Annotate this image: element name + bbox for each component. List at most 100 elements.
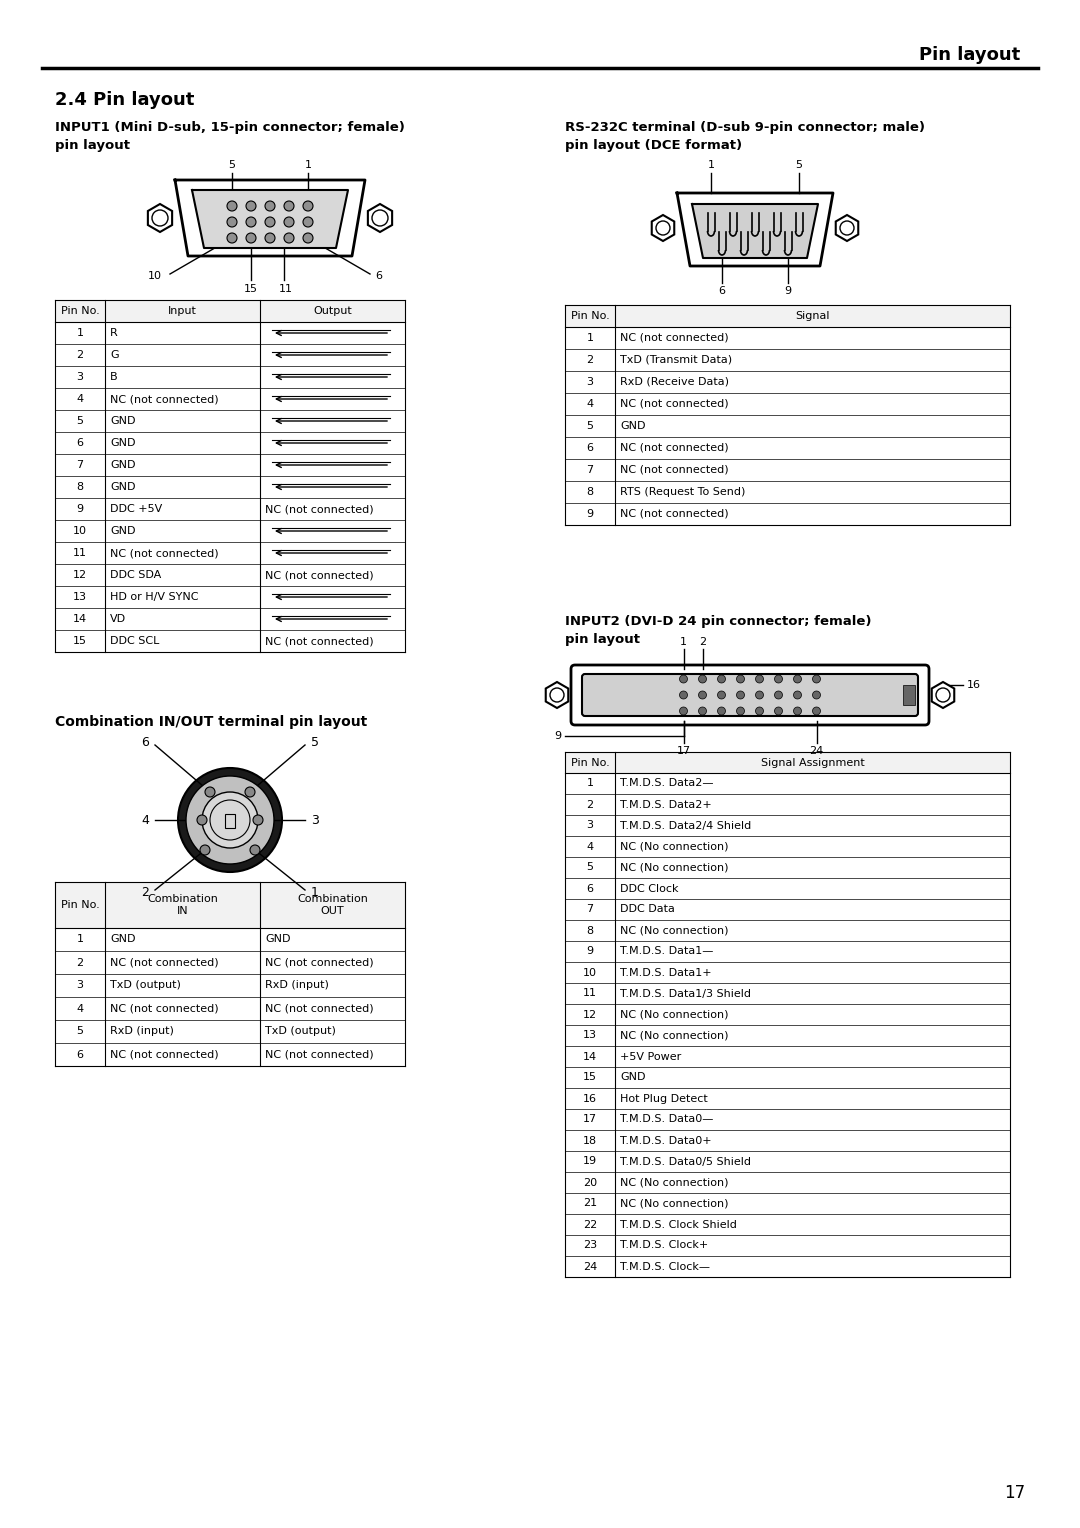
Circle shape <box>756 707 764 715</box>
Text: 2: 2 <box>77 958 83 967</box>
Polygon shape <box>175 180 365 257</box>
Text: T.M.D.S. Data0/5 Shield: T.M.D.S. Data0/5 Shield <box>620 1157 751 1166</box>
Bar <box>565 306 1010 327</box>
Polygon shape <box>545 681 568 707</box>
Text: RTS (Request To Send): RTS (Request To Send) <box>620 487 745 497</box>
FancyBboxPatch shape <box>571 665 929 724</box>
Text: 14: 14 <box>583 1051 597 1062</box>
Text: T.M.D.S. Data1+: T.M.D.S. Data1+ <box>620 967 712 978</box>
Text: DDC Data: DDC Data <box>620 905 675 914</box>
Text: G: G <box>110 350 119 361</box>
Circle shape <box>202 792 258 848</box>
Text: 3: 3 <box>311 813 319 827</box>
FancyBboxPatch shape <box>582 674 918 717</box>
Circle shape <box>197 814 207 825</box>
Text: NC (not connected): NC (not connected) <box>265 958 374 967</box>
Circle shape <box>679 707 688 715</box>
Text: NC (not connected): NC (not connected) <box>110 1004 218 1013</box>
Text: 9: 9 <box>784 286 792 296</box>
Text: NC (not connected): NC (not connected) <box>265 1004 374 1013</box>
Circle shape <box>210 801 249 840</box>
Bar <box>55 882 405 927</box>
Text: +5V Power: +5V Power <box>620 1051 681 1062</box>
Text: 9: 9 <box>586 509 594 520</box>
Text: 20: 20 <box>583 1178 597 1187</box>
Circle shape <box>253 814 264 825</box>
Text: TxD (Transmit Data): TxD (Transmit Data) <box>620 354 732 365</box>
Circle shape <box>774 675 783 683</box>
Text: 1: 1 <box>680 637 687 646</box>
Circle shape <box>178 769 282 872</box>
Circle shape <box>284 202 294 211</box>
Text: GND: GND <box>110 481 135 492</box>
Text: NC (No connection): NC (No connection) <box>620 1010 729 1019</box>
Circle shape <box>812 707 821 715</box>
Text: RS-232C terminal (D-sub 9-pin connector; male): RS-232C terminal (D-sub 9-pin connector;… <box>565 122 924 134</box>
Polygon shape <box>368 205 392 232</box>
Text: TxD (output): TxD (output) <box>265 1027 336 1036</box>
Circle shape <box>245 787 255 798</box>
Circle shape <box>205 787 215 798</box>
Text: T.M.D.S. Data0+: T.M.D.S. Data0+ <box>620 1135 712 1146</box>
Circle shape <box>794 707 801 715</box>
Text: Output: Output <box>313 306 352 316</box>
Text: 5: 5 <box>311 735 319 749</box>
Text: T.M.D.S. Data2—: T.M.D.S. Data2— <box>620 778 714 788</box>
Text: 9: 9 <box>554 730 561 741</box>
Text: 4: 4 <box>586 399 594 410</box>
Text: DDC Clock: DDC Clock <box>620 883 678 894</box>
Bar <box>225 814 235 828</box>
Text: 11: 11 <box>73 549 87 558</box>
Polygon shape <box>192 189 348 248</box>
Text: NC (not connected): NC (not connected) <box>110 549 218 558</box>
Circle shape <box>227 232 237 243</box>
Circle shape <box>550 688 564 701</box>
Circle shape <box>756 675 764 683</box>
Text: 4: 4 <box>141 813 149 827</box>
Circle shape <box>303 232 313 243</box>
Text: 5: 5 <box>229 160 235 170</box>
Text: 24: 24 <box>583 1262 597 1271</box>
Text: 6: 6 <box>586 443 594 452</box>
Circle shape <box>656 222 670 235</box>
Text: 16: 16 <box>583 1094 597 1103</box>
Text: 8: 8 <box>586 487 594 497</box>
Circle shape <box>717 707 726 715</box>
Circle shape <box>284 232 294 243</box>
Text: 15: 15 <box>244 284 258 293</box>
Text: 2: 2 <box>141 886 149 900</box>
Text: 6: 6 <box>77 439 83 448</box>
Text: 11: 11 <box>583 989 597 998</box>
Circle shape <box>794 691 801 698</box>
Circle shape <box>265 232 275 243</box>
Text: 23: 23 <box>583 1241 597 1250</box>
Text: 10: 10 <box>583 967 597 978</box>
Polygon shape <box>651 215 674 241</box>
Text: RxD (input): RxD (input) <box>110 1027 174 1036</box>
Text: R: R <box>110 329 118 338</box>
Text: NC (No connection): NC (No connection) <box>620 1198 729 1209</box>
Circle shape <box>246 217 256 228</box>
Text: B: B <box>110 371 118 382</box>
Text: Combination IN/OUT terminal pin layout: Combination IN/OUT terminal pin layout <box>55 715 367 729</box>
Circle shape <box>936 688 950 701</box>
Text: 2: 2 <box>699 637 706 646</box>
Bar <box>903 685 915 704</box>
Text: NC (not connected): NC (not connected) <box>265 1050 374 1059</box>
Text: NC (not connected): NC (not connected) <box>620 465 729 475</box>
Text: 6: 6 <box>77 1050 83 1059</box>
Text: 1: 1 <box>311 886 319 900</box>
Text: 7: 7 <box>77 460 83 471</box>
Text: DDC +5V: DDC +5V <box>110 504 162 513</box>
Circle shape <box>699 691 706 698</box>
Text: NC (No connection): NC (No connection) <box>620 862 729 872</box>
Text: NC (not connected): NC (not connected) <box>110 958 218 967</box>
Circle shape <box>265 217 275 228</box>
Circle shape <box>756 691 764 698</box>
Text: 24: 24 <box>809 746 824 756</box>
Text: 21: 21 <box>583 1198 597 1209</box>
Text: NC (No connection): NC (No connection) <box>620 1030 729 1041</box>
Circle shape <box>812 691 821 698</box>
Text: 6: 6 <box>586 883 594 894</box>
Text: 16: 16 <box>967 680 981 691</box>
